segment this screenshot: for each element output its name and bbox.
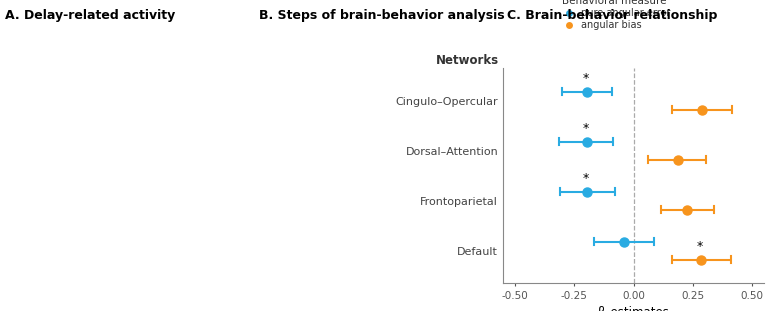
Text: Networks: Networks [436,54,499,67]
Text: C. Brain-behavior relationship: C. Brain-behavior relationship [507,9,717,22]
Text: *: * [583,122,589,135]
X-axis label: β–estimates: β–estimates [598,305,670,311]
Text: A. Delay-related activity: A. Delay-related activity [5,9,175,22]
Text: B. Steps of brain-behavior analysis: B. Steps of brain-behavior analysis [259,9,504,22]
Legend: pure angular error, angular bias: pure angular error, angular bias [555,0,674,35]
Text: *: * [697,240,703,253]
Text: *: * [583,172,589,185]
Text: *: * [583,72,589,86]
